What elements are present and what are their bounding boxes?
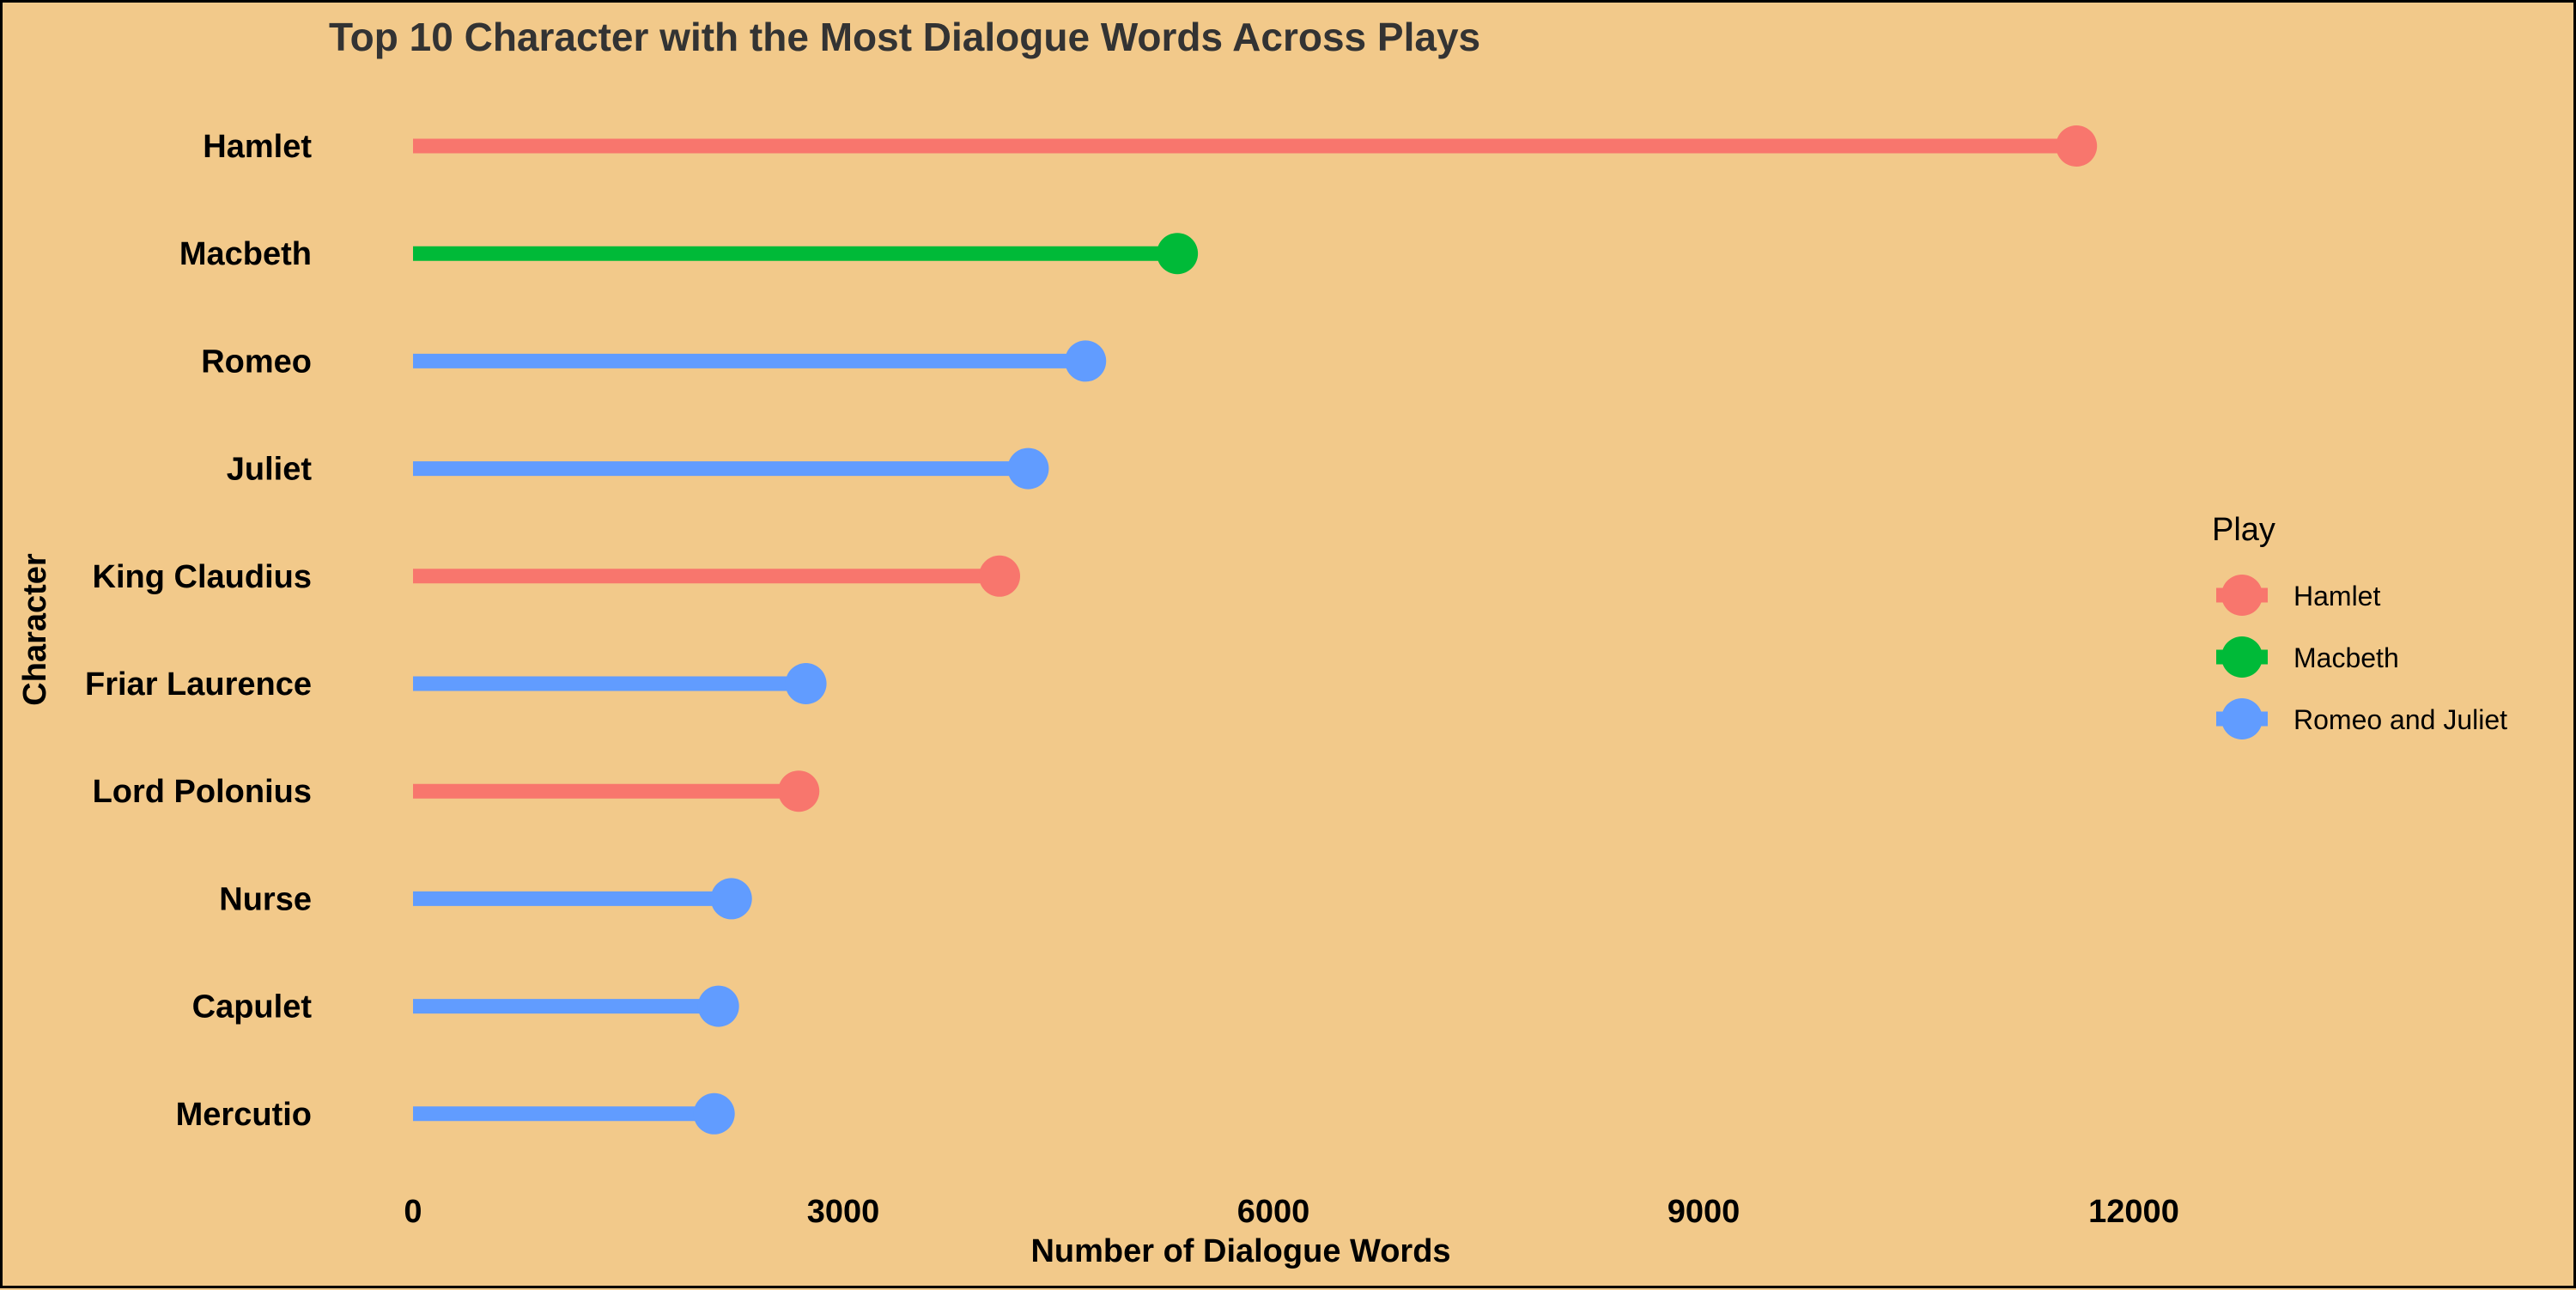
- point-lord-polonius: [778, 770, 820, 812]
- legend-key-romeo-and-juliet: [2221, 698, 2263, 739]
- x-axis-title: Number of Dialogue Words: [1030, 1233, 1450, 1269]
- point-capulet: [697, 985, 739, 1027]
- point-juliet: [1007, 447, 1049, 490]
- y-tick-label-lord-polonius: Lord Polonius: [93, 774, 312, 810]
- lollipop-points: [693, 125, 2098, 1135]
- x-tick-labels: 0 3000 6000 9000 12000: [404, 1194, 2178, 1230]
- y-tick-labels: Hamlet Macbeth Romeo Juliet King Claudius Fri…: [85, 129, 312, 1133]
- x-tick-label-12000: 12000: [2088, 1194, 2179, 1230]
- y-tick-label-romeo: Romeo: [201, 344, 312, 380]
- chart-title: Top 10 Character with the Most Dialogue …: [329, 15, 1480, 59]
- legend-label-macbeth: Macbeth: [2293, 642, 2399, 673]
- y-axis-title: Character: [17, 553, 53, 706]
- y-tick-label-hamlet: Hamlet: [203, 129, 312, 165]
- y-tick-label-mercutio: Mercutio: [176, 1097, 312, 1133]
- point-king-claudius: [979, 555, 1021, 597]
- legend-label-hamlet: Hamlet: [2293, 581, 2380, 612]
- x-tick-label-0: 0: [404, 1194, 422, 1230]
- legend-key-macbeth: [2221, 636, 2263, 678]
- legend: Play Hamlet Macbeth Romeo and Juliet: [2212, 512, 2507, 739]
- point-friar-laurence: [785, 663, 827, 704]
- lollipop-chart: Top 10 Character with the Most Dialogue …: [17, 15, 2507, 1269]
- point-macbeth: [1157, 233, 1199, 275]
- y-tick-label-juliet: Juliet: [227, 452, 313, 488]
- point-romeo: [1065, 340, 1107, 382]
- legend-title: Play: [2212, 512, 2275, 548]
- y-tick-label-friar-laurence: Friar Laurence: [85, 666, 312, 703]
- y-tick-label-capulet: Capulet: [192, 989, 313, 1025]
- point-nurse: [710, 878, 752, 920]
- x-tick-label-6000: 6000: [1237, 1194, 1310, 1230]
- point-mercutio: [693, 1092, 735, 1135]
- y-tick-label-macbeth: Macbeth: [179, 236, 312, 272]
- x-tick-label-9000: 9000: [1668, 1194, 1741, 1230]
- x-tick-label-3000: 3000: [807, 1194, 880, 1230]
- legend-label-romeo-and-juliet: Romeo and Juliet: [2293, 704, 2507, 735]
- y-tick-label-king-claudius: King Claudius: [93, 559, 312, 595]
- point-hamlet: [2056, 125, 2098, 167]
- legend-key-hamlet: [2221, 575, 2263, 616]
- lollipop-segments: [413, 138, 2077, 1122]
- y-tick-label-nurse: Nurse: [219, 881, 312, 917]
